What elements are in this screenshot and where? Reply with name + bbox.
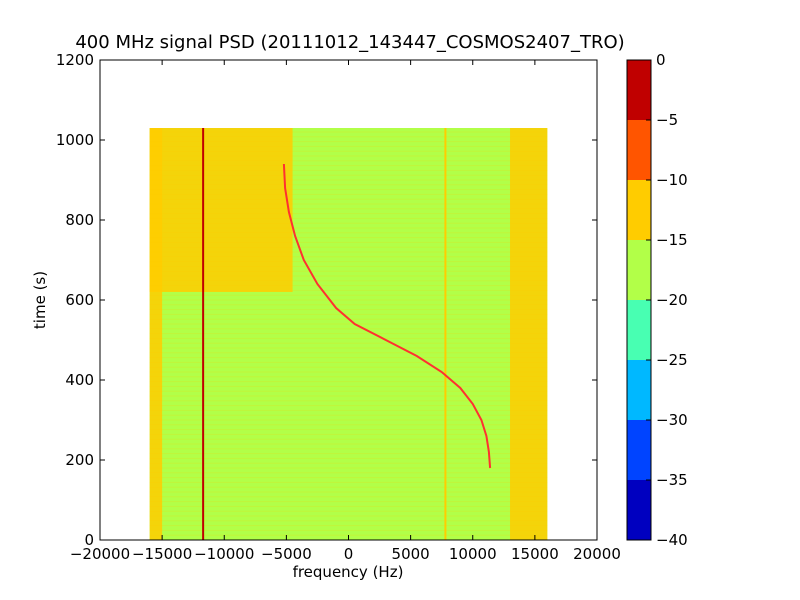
colorbar-tick-label: −30 bbox=[656, 411, 688, 429]
colorbar-bin bbox=[627, 60, 651, 120]
x-tick-label: −20000 bbox=[70, 545, 130, 563]
data-region bbox=[149, 128, 293, 292]
colorbar-tick-label: −35 bbox=[656, 471, 688, 489]
colorbar-tick-label: −20 bbox=[656, 291, 688, 309]
data-region bbox=[510, 128, 548, 540]
x-tick-label: −5000 bbox=[261, 545, 312, 563]
colorbar-bin bbox=[627, 300, 651, 360]
colorbar-tick-label: −15 bbox=[656, 231, 688, 249]
x-axis-label: frequency (Hz) bbox=[293, 563, 404, 581]
chart-title: 400 MHz signal PSD (20111012_143447_COSM… bbox=[75, 32, 624, 53]
y-tick-label: 0 bbox=[84, 531, 94, 549]
colorbar-bin bbox=[627, 480, 651, 540]
colorbar-tick-label: −40 bbox=[656, 531, 688, 549]
y-tick-label: 1000 bbox=[56, 131, 94, 149]
x-axis: −20000 −15000 −10000 −5000 0 5000 10000 15000 20… bbox=[70, 60, 621, 563]
colorbar-tick-label: 0 bbox=[656, 51, 666, 69]
colorbar-bin bbox=[627, 120, 651, 180]
plot-area bbox=[99, 59, 598, 541]
colorbar-bin bbox=[627, 180, 651, 240]
colorbar-bin bbox=[627, 240, 651, 300]
doppler-trace bbox=[282, 163, 492, 469]
x-tick-label: 10000 bbox=[449, 545, 497, 563]
colorbar-tick-label: −5 bbox=[656, 111, 678, 129]
colorbar-tick-label: −25 bbox=[656, 351, 688, 369]
colorbar-bin bbox=[627, 360, 651, 420]
x-tick-label: 20000 bbox=[573, 545, 621, 563]
y-tick-label: 200 bbox=[65, 451, 94, 469]
x-tick-label: −10000 bbox=[194, 545, 254, 563]
x-tick-label: 15000 bbox=[511, 545, 559, 563]
y-tick-label: 400 bbox=[65, 371, 94, 389]
y-tick-label: 800 bbox=[65, 211, 94, 229]
x-tick-label: 5000 bbox=[392, 545, 430, 563]
y-axis-label: time (s) bbox=[31, 271, 49, 329]
colorbar-bin bbox=[627, 420, 651, 480]
row-texture bbox=[149, 131, 548, 541]
x-tick-label: 0 bbox=[344, 545, 354, 563]
y-axis: 0 200 400 600 800 1000 1200 bbox=[56, 51, 597, 549]
y-tick-label: 1200 bbox=[56, 51, 94, 69]
x-tick-label: −15000 bbox=[132, 545, 192, 563]
data-region bbox=[149, 128, 163, 540]
colorbar: 0 −5 −10 −15 −20 −25 −30 −35 −40 bbox=[626, 51, 688, 549]
colorbar-tick-label: −10 bbox=[656, 171, 688, 189]
y-tick-label: 600 bbox=[65, 291, 94, 309]
